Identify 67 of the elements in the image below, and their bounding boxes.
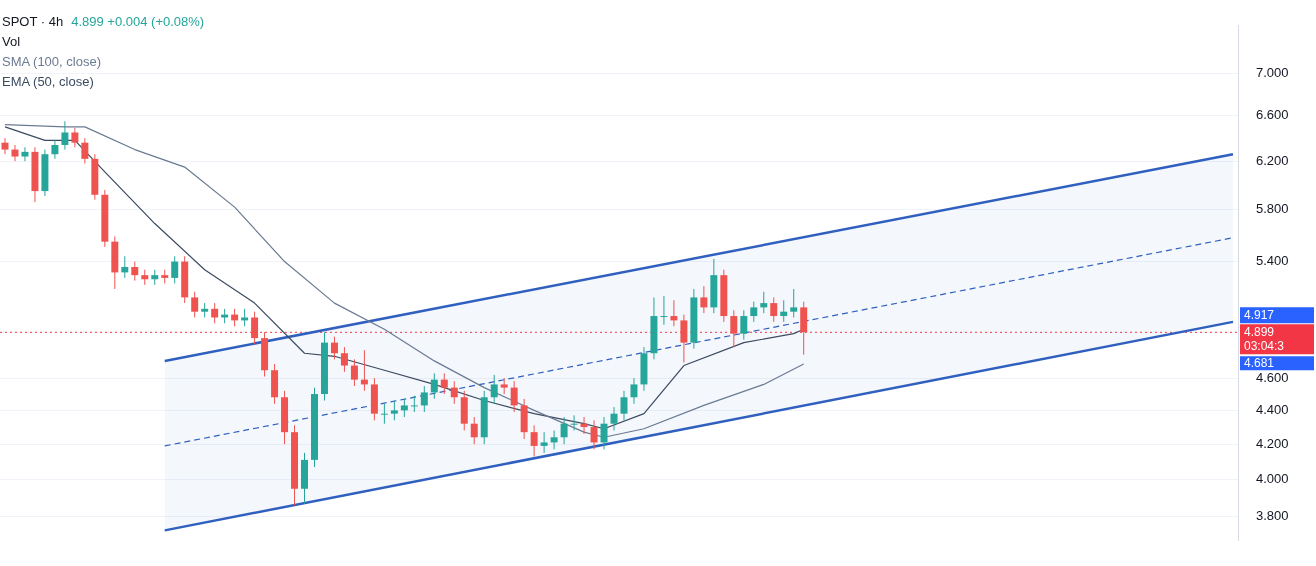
candlestick [560, 416, 568, 445]
candlestick [670, 299, 678, 327]
annotation: Vol [2, 33, 22, 51]
y-tick-label: 4.600 [1256, 369, 1289, 385]
candlestick [770, 296, 778, 323]
candlestick [131, 261, 139, 282]
candlestick [61, 120, 69, 151]
candlestick [171, 255, 179, 284]
candlestick [780, 299, 788, 323]
y-tick-label: 3.800 [1256, 508, 1289, 524]
candlestick [620, 390, 628, 421]
candlestick [730, 309, 738, 348]
candlestick [380, 403, 388, 425]
candlestick [1, 137, 9, 155]
y-tick-label: 4.400 [1256, 401, 1289, 417]
candlestick [680, 314, 688, 363]
candlestick [11, 144, 19, 162]
candlestick [400, 398, 408, 418]
candlestick [121, 255, 129, 279]
y-tick-label: 5.800 [1256, 201, 1289, 217]
candlestick [610, 406, 618, 431]
y-tick-label: 6.200 [1256, 152, 1289, 168]
candlestick [420, 385, 428, 413]
text: 03:04:3 [1244, 338, 1285, 353]
candlestick [790, 288, 798, 318]
candlestick [251, 311, 259, 345]
candlestick [630, 377, 638, 405]
candlestick [450, 380, 458, 405]
text: 4.681 [1244, 355, 1275, 370]
candlestick [570, 414, 578, 431]
candlestick [550, 429, 558, 450]
y-tick-label: 7.000 [1256, 64, 1289, 80]
candlestick [660, 295, 668, 326]
candlestick [191, 291, 199, 318]
candlestick [350, 358, 358, 387]
candlestick [430, 372, 438, 400]
candlestick [390, 400, 398, 421]
candlestick [51, 139, 59, 160]
candlestick [540, 431, 548, 454]
candlestick [600, 416, 608, 450]
y-tick-label: 6.600 [1256, 107, 1289, 123]
chart-title: SPOT · 4h [2, 14, 64, 29]
text: 4.917 [1244, 307, 1275, 322]
text: EMA (50, close) [2, 73, 95, 91]
chart-subtitle: 4.899 +0.004 (+0.08%) [71, 14, 205, 29]
candlestick [71, 127, 79, 148]
y-tick-label: 5.400 [1256, 253, 1289, 269]
candlestick [410, 395, 418, 413]
y-tick-label: 4.000 [1256, 471, 1289, 487]
y-tick-label: 4.200 [1256, 435, 1289, 451]
candlestick [21, 146, 29, 162]
candlestick [750, 301, 758, 323]
ref-line-label: 4.899 [1244, 324, 1275, 339]
candlestick [530, 424, 538, 457]
candlestick [510, 380, 518, 413]
candlestick [590, 419, 598, 450]
candlestick [740, 309, 748, 341]
candlestick [490, 374, 498, 405]
candlestick [440, 372, 448, 395]
text: SMA (100, close) [2, 53, 102, 71]
candlestick [700, 285, 708, 314]
candlestick [470, 416, 478, 445]
candlestick [330, 336, 338, 360]
candlestick [81, 137, 89, 165]
candlestick [211, 302, 219, 324]
candlestick [760, 291, 768, 314]
candlestick [340, 346, 348, 373]
